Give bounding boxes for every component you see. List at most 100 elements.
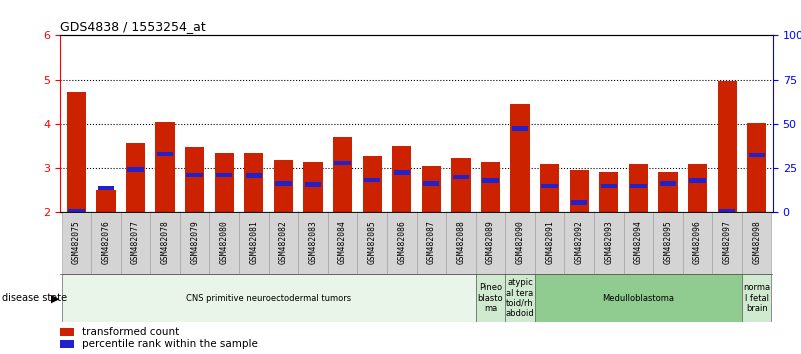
Bar <box>363 156 382 212</box>
Bar <box>476 212 505 274</box>
Bar <box>624 212 653 274</box>
Bar <box>393 170 410 175</box>
Bar <box>446 212 476 274</box>
Text: GSM482077: GSM482077 <box>131 220 140 264</box>
Bar <box>62 212 91 274</box>
Bar <box>505 212 535 274</box>
Text: GSM482092: GSM482092 <box>574 220 584 264</box>
Text: Medulloblastoma: Medulloblastoma <box>602 294 674 303</box>
Bar <box>688 164 707 212</box>
Bar <box>481 162 500 212</box>
Bar <box>423 181 440 186</box>
Bar <box>209 212 239 274</box>
Bar <box>690 178 706 183</box>
Bar <box>712 212 742 274</box>
Text: GSM482082: GSM482082 <box>279 220 288 264</box>
Text: GSM482085: GSM482085 <box>368 220 376 264</box>
Text: ▶: ▶ <box>51 293 60 303</box>
Bar <box>387 212 417 274</box>
Text: GDS4838 / 1553254_at: GDS4838 / 1553254_at <box>60 20 206 33</box>
Text: GSM482089: GSM482089 <box>486 220 495 264</box>
Bar <box>62 274 476 322</box>
Text: GSM482094: GSM482094 <box>634 220 643 264</box>
Bar <box>157 152 173 156</box>
Bar <box>421 166 441 212</box>
Text: GSM482096: GSM482096 <box>693 220 702 264</box>
Bar <box>305 182 321 187</box>
Text: percentile rank within the sample: percentile rank within the sample <box>82 339 258 349</box>
Text: GSM482083: GSM482083 <box>308 220 317 264</box>
Bar <box>599 172 618 212</box>
Bar <box>68 209 85 214</box>
Bar <box>98 186 114 190</box>
Text: GSM482078: GSM482078 <box>160 220 170 264</box>
Bar <box>151 212 180 274</box>
Bar <box>682 212 712 274</box>
Bar <box>535 212 565 274</box>
Bar <box>328 212 357 274</box>
Bar <box>334 161 351 165</box>
Bar <box>126 143 145 212</box>
Text: disease state: disease state <box>2 293 66 303</box>
Bar <box>127 167 143 172</box>
Bar <box>60 328 74 336</box>
Bar <box>540 164 559 212</box>
Bar <box>453 175 469 179</box>
Bar <box>742 274 771 322</box>
Bar <box>180 212 209 274</box>
Text: Pineo
blasto
ma: Pineo blasto ma <box>477 283 503 313</box>
Text: atypic
al tera
toid/rh
abdoid: atypic al tera toid/rh abdoid <box>505 278 534 318</box>
Bar <box>66 92 86 212</box>
Text: GSM482093: GSM482093 <box>604 220 614 264</box>
Bar <box>570 170 589 212</box>
Bar <box>660 181 676 186</box>
Text: GSM482076: GSM482076 <box>102 220 111 264</box>
Text: GSM482091: GSM482091 <box>545 220 554 264</box>
Bar <box>719 209 735 214</box>
Bar <box>298 212 328 274</box>
Text: GSM482088: GSM482088 <box>457 220 465 264</box>
Bar <box>333 137 352 212</box>
Bar <box>510 104 529 212</box>
Bar <box>417 212 446 274</box>
Bar <box>747 123 767 212</box>
Bar <box>96 190 115 212</box>
Bar <box>594 212 624 274</box>
Bar <box>187 172 203 177</box>
Bar <box>630 184 646 188</box>
Text: GSM482086: GSM482086 <box>397 220 406 264</box>
Text: GSM482097: GSM482097 <box>723 220 731 264</box>
Bar <box>155 122 175 212</box>
Bar <box>357 212 387 274</box>
Bar <box>629 164 648 212</box>
Bar <box>476 274 505 322</box>
Text: GSM482075: GSM482075 <box>72 220 81 264</box>
Bar <box>216 172 232 177</box>
Bar <box>565 212 594 274</box>
Text: GSM482081: GSM482081 <box>249 220 259 264</box>
Bar <box>60 340 74 348</box>
Bar <box>748 153 765 157</box>
Bar <box>482 178 499 183</box>
Text: GSM482095: GSM482095 <box>663 220 673 264</box>
Text: GSM482080: GSM482080 <box>219 220 229 264</box>
Bar <box>215 153 234 212</box>
Bar <box>512 126 528 131</box>
Bar <box>658 172 678 212</box>
Bar <box>239 212 268 274</box>
Bar <box>601 184 617 188</box>
Bar <box>304 161 323 212</box>
Text: CNS primitive neuroectodermal tumors: CNS primitive neuroectodermal tumors <box>186 294 351 303</box>
Text: GSM482098: GSM482098 <box>752 220 761 264</box>
Text: GSM482079: GSM482079 <box>190 220 199 264</box>
Bar <box>268 212 298 274</box>
Bar <box>121 212 151 274</box>
Text: GSM482084: GSM482084 <box>338 220 347 264</box>
Bar <box>244 153 264 212</box>
Bar <box>541 184 557 188</box>
Bar <box>274 160 293 212</box>
Bar <box>451 159 470 212</box>
Text: GSM482090: GSM482090 <box>516 220 525 264</box>
Bar <box>742 212 771 274</box>
Bar <box>364 178 380 182</box>
